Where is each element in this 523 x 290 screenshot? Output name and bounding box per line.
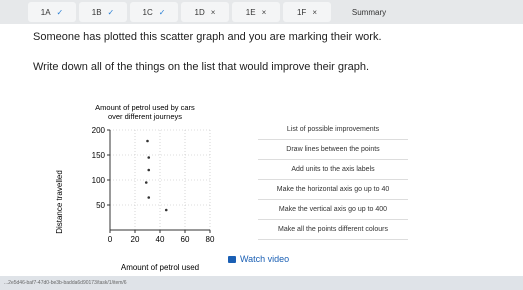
tab-status: ✓ bbox=[158, 7, 166, 17]
tab[interactable]: 1C ✓ bbox=[130, 2, 178, 22]
y-axis-label: Distance travelled bbox=[55, 170, 64, 234]
chart-subtitle: over different journeys bbox=[108, 112, 182, 121]
list-item[interactable]: Draw lines between the points bbox=[258, 140, 408, 160]
tab-status: × bbox=[210, 7, 216, 17]
button-label: Watch video bbox=[240, 254, 290, 264]
list-title: List of possible improvements bbox=[258, 120, 408, 140]
point bbox=[164, 208, 168, 212]
x-tick-label: 60 bbox=[181, 235, 190, 244]
tab-status: × bbox=[261, 7, 267, 17]
tab[interactable]: 1B ✓ bbox=[79, 2, 127, 22]
tab[interactable]: 1A ✓ bbox=[28, 2, 76, 22]
y-tick-label: 200 bbox=[92, 126, 106, 135]
list-item[interactable]: Add units to the axis labels bbox=[258, 160, 408, 180]
point bbox=[144, 181, 148, 184]
x-tick-label: 20 bbox=[131, 235, 140, 244]
tab[interactable]: 1D × bbox=[181, 2, 229, 22]
tab-label: 1D bbox=[194, 7, 205, 17]
x-tick-label: 80 bbox=[206, 235, 215, 244]
question-line: Someone has plotted this scatter graph a… bbox=[33, 31, 382, 43]
y-tick-label: 150 bbox=[92, 151, 106, 160]
list-item[interactable]: Make the horizontal axis go up to 40 bbox=[258, 180, 408, 200]
video-icon bbox=[228, 255, 236, 263]
scatter-chart: Amount of petrol used by cars over diffe… bbox=[55, 104, 215, 272]
tab-label: Summary bbox=[351, 7, 387, 17]
watch-video-button[interactable]: Watch video bbox=[228, 252, 302, 266]
url-bar: ...2e5d46-baf7-47d0-be3b-badda6d90173/ta… bbox=[0, 276, 523, 290]
tab[interactable]: Summary bbox=[334, 2, 404, 22]
chart-title: Amount of petrol used by cars bbox=[95, 104, 195, 112]
tab-status: ✓ bbox=[107, 7, 115, 17]
improvement-list: List of possible improvements Draw lines… bbox=[258, 120, 408, 240]
tab-label: 1E bbox=[245, 7, 256, 17]
tab-bar: 1A ✓ 1B ✓ 1C ✓ 1D × 1E × 1F × Summary bbox=[0, 0, 523, 24]
y-tick-label: 50 bbox=[96, 201, 105, 210]
tab-label: 1B bbox=[91, 7, 102, 17]
x-axis-label: Amount of petrol used bbox=[121, 263, 199, 272]
tab-label: 1F bbox=[296, 7, 307, 17]
list-item[interactable]: Make the vertical axis go up to 400 bbox=[258, 200, 408, 220]
y-tick-label: 100 bbox=[92, 176, 106, 185]
question-line: Write down all of the things on the list… bbox=[33, 61, 370, 73]
tab-status: × bbox=[312, 7, 317, 17]
tab-label: 1C bbox=[142, 7, 153, 17]
point bbox=[147, 156, 151, 159]
point bbox=[146, 139, 149, 143]
point bbox=[147, 196, 151, 199]
list-items: Draw lines between the points Add units t… bbox=[258, 140, 408, 240]
tab-label: 1A bbox=[40, 7, 51, 17]
tab[interactable]: 1E × bbox=[232, 2, 280, 22]
x-tick-label: 0 bbox=[108, 235, 113, 244]
tab-status: ✓ bbox=[56, 7, 64, 17]
list-item[interactable]: Make all the points different colours bbox=[258, 220, 408, 240]
point bbox=[147, 168, 151, 172]
tab[interactable]: 1F × bbox=[283, 2, 331, 22]
x-tick-label: 40 bbox=[156, 235, 165, 244]
